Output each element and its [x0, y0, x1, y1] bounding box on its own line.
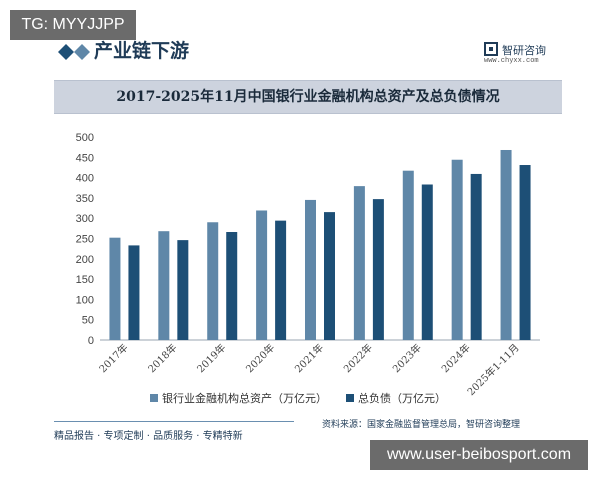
section-title: 产业链下游 [94, 40, 190, 62]
bar-total-assets [158, 231, 170, 340]
y-tick-label: 500 [76, 132, 94, 144]
x-tick-label: 2024年 [439, 341, 473, 375]
y-tick-label: 200 [76, 254, 94, 266]
y-tick-label: 50 [82, 315, 94, 327]
chart-title: 2017-2025年11月中国银行业金融机构总资产及总负债情况 [116, 89, 500, 105]
bar-total-liabilities [324, 212, 335, 340]
brand-url: www.chyxx.com [484, 57, 539, 65]
brand-logo: 智研咨询 www.chyxx.com [482, 40, 566, 70]
y-tick-label: 100 [76, 294, 94, 306]
bar-total-liabilities [128, 245, 140, 340]
bar-total-assets [402, 170, 414, 340]
bar-total-assets [500, 149, 512, 340]
bar-total-liabilities [519, 165, 531, 340]
watermark-top: TG: MYYJJPP [10, 10, 136, 40]
x-tick-label: 2022年 [341, 341, 375, 375]
brand-icon [484, 42, 498, 56]
bar-total-assets [305, 199, 316, 340]
footer-tagline: 精品报告 · 专项定制 · 品质服务 · 专精特新 [54, 431, 243, 442]
x-tick-label: 2023年 [390, 341, 424, 375]
bar-total-assets [109, 237, 121, 340]
bar-total-assets [256, 210, 268, 340]
bar-total-liabilities [372, 199, 384, 340]
legend-swatch-total-liabilities [346, 394, 354, 402]
legend-item-total-assets: 银行业金融机构总资产（万亿元） [150, 390, 327, 406]
footer-divider [54, 421, 294, 422]
legend-item-total-liabilities: 总负债（万亿元） [346, 390, 446, 406]
bar-total-liabilities [275, 220, 287, 340]
y-tick-label: 150 [76, 274, 94, 286]
chart-title-bar: 2017-2025年11月中国银行业金融机构总资产及总负债情况 [54, 80, 562, 114]
legend-swatch-total-assets [150, 394, 158, 402]
y-tick-label: 450 [76, 152, 94, 164]
data-source: 资料来源：国家金融监督管理总局，智研咨询整理 [322, 420, 521, 430]
y-tick-label: 400 [76, 173, 94, 185]
watermark-bottom: www.user-beibosport.com [370, 440, 588, 470]
x-tick-label: 2019年 [194, 341, 228, 375]
bar-total-liabilities [177, 240, 189, 340]
y-tick-label: 300 [76, 213, 94, 225]
bar-total-liabilities [421, 184, 433, 340]
y-tick-label: 0 [88, 335, 94, 347]
x-tick-label: 2017年 [96, 341, 130, 375]
legend-label-total-liabilities: 总负债（万亿元） [358, 392, 446, 405]
x-tick-label: 2021年 [292, 341, 326, 375]
brand-name: 智研咨询 [502, 44, 546, 57]
legend-label-total-assets: 银行业金融机构总资产（万亿元） [162, 392, 327, 405]
x-tick-label: 2020年 [243, 341, 277, 375]
bar-total-liabilities [226, 232, 238, 340]
y-tick-label: 350 [76, 193, 94, 205]
section-diamond-icon [58, 44, 90, 60]
bar-total-assets [451, 159, 463, 340]
y-tick-label: 250 [76, 234, 94, 246]
bar-total-assets [207, 222, 219, 340]
bar-total-liabilities [470, 173, 482, 340]
x-tick-label: 2018年 [145, 341, 179, 375]
bar-total-assets [353, 186, 365, 340]
x-tick-label: 2025年1-11月 [464, 341, 521, 398]
